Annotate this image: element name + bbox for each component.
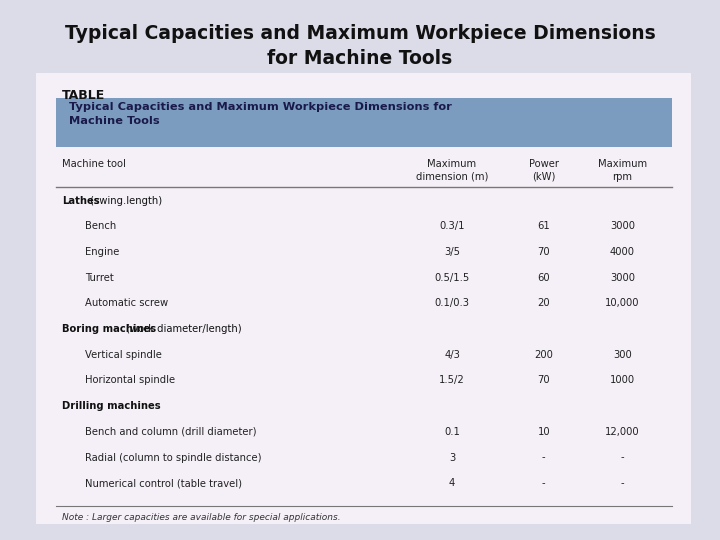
Text: for Machine Tools: for Machine Tools — [267, 49, 453, 68]
Text: 3: 3 — [449, 453, 455, 463]
Text: 0.1: 0.1 — [444, 427, 460, 437]
Bar — [55, 98, 672, 147]
Text: Bench: Bench — [85, 221, 117, 231]
Text: Radial (column to spindle distance): Radial (column to spindle distance) — [85, 453, 261, 463]
Text: 3000: 3000 — [610, 221, 635, 231]
Text: 10: 10 — [537, 427, 550, 437]
Text: Maximum
rpm: Maximum rpm — [598, 159, 647, 182]
Text: -: - — [542, 453, 546, 463]
Text: 4000: 4000 — [610, 247, 635, 257]
Text: 3000: 3000 — [610, 273, 635, 282]
Text: Lathes: Lathes — [62, 195, 100, 206]
Text: 70: 70 — [537, 375, 550, 386]
Text: 20: 20 — [537, 298, 550, 308]
Text: 70: 70 — [537, 247, 550, 257]
Text: 4: 4 — [449, 478, 455, 488]
Text: 4/3: 4/3 — [444, 350, 460, 360]
Text: Typical Capacities and Maximum Workpiece Dimensions: Typical Capacities and Maximum Workpiece… — [65, 24, 655, 43]
Text: Turret: Turret — [85, 273, 114, 282]
Text: Typical Capacities and Maximum Workpiece Dimensions for
Machine Tools: Typical Capacities and Maximum Workpiece… — [69, 102, 451, 126]
Text: Boring machines: Boring machines — [62, 324, 156, 334]
Text: 60: 60 — [537, 273, 550, 282]
Text: 1000: 1000 — [610, 375, 635, 386]
Text: Maximum
dimension (m): Maximum dimension (m) — [416, 159, 488, 182]
Text: 200: 200 — [534, 350, 553, 360]
Text: (work diameter/length): (work diameter/length) — [123, 324, 242, 334]
Text: (swing.length): (swing.length) — [86, 195, 162, 206]
Text: Machine tool: Machine tool — [62, 159, 126, 170]
Text: 0.1/0.3: 0.1/0.3 — [435, 298, 469, 308]
Text: 1.5/2: 1.5/2 — [439, 375, 465, 386]
Text: Engine: Engine — [85, 247, 120, 257]
Text: 0.3/1: 0.3/1 — [439, 221, 465, 231]
Text: 61: 61 — [537, 221, 550, 231]
Text: Drilling machines: Drilling machines — [62, 401, 161, 411]
Text: Vertical spindle: Vertical spindle — [85, 350, 162, 360]
Text: Horizontal spindle: Horizontal spindle — [85, 375, 175, 386]
Text: 300: 300 — [613, 350, 631, 360]
Text: 10,000: 10,000 — [605, 298, 639, 308]
Text: -: - — [621, 453, 624, 463]
Text: 12,000: 12,000 — [605, 427, 639, 437]
FancyBboxPatch shape — [26, 66, 701, 531]
Text: Automatic screw: Automatic screw — [85, 298, 168, 308]
Text: -: - — [542, 478, 546, 488]
Text: 3/5: 3/5 — [444, 247, 460, 257]
Text: Power
(kW): Power (kW) — [528, 159, 559, 182]
Text: -: - — [621, 478, 624, 488]
Text: Note : Larger capacities are available for special applications.: Note : Larger capacities are available f… — [62, 513, 341, 522]
Text: Bench and column (drill diameter): Bench and column (drill diameter) — [85, 427, 256, 437]
Text: Numerical control (table travel): Numerical control (table travel) — [85, 478, 242, 488]
Text: 0.5/1.5: 0.5/1.5 — [434, 273, 469, 282]
Text: TABLE: TABLE — [62, 89, 105, 102]
